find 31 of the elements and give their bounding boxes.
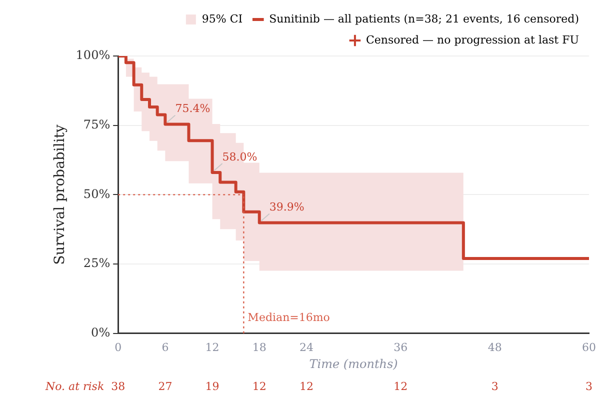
text: No. at risk — [44, 380, 104, 393]
legend-label: Censored — no progression at last FU — [366, 33, 579, 46]
legend-label: 95% CI — [202, 12, 243, 26]
x-axis-title: Time (months) — [309, 356, 398, 371]
y-tick-label: 100% — [76, 48, 110, 62]
x-tick-label: 18 — [252, 340, 266, 354]
y-tick-label: 25% — [83, 256, 110, 270]
x-tick-label: 36 — [394, 340, 408, 354]
y-tick-label: 0% — [91, 326, 110, 340]
text: 12 — [252, 380, 266, 393]
y-tick-label: 50% — [83, 186, 110, 201]
text: 3 — [586, 380, 592, 393]
x-tick-label: 0 — [114, 340, 122, 354]
x-tick-label: 60 — [582, 340, 596, 354]
x-tick-label: 12 — [205, 340, 220, 354]
x-tick-label: 24 — [299, 340, 314, 354]
annotation: 75.4% — [175, 102, 210, 116]
text: 12 — [394, 380, 408, 393]
text: 3 — [491, 380, 498, 393]
x-tick-label: 6 — [162, 340, 169, 354]
text: 19 — [205, 380, 220, 393]
annotation: 39.9% — [269, 200, 304, 214]
text: 27 — [158, 380, 172, 393]
legend-label: Sunitinib — all patients (n=38; 21 events, 16 censored) — [269, 12, 580, 26]
ref-line-label: Median=16mo — [248, 310, 330, 324]
y-tick-label: 75% — [83, 117, 110, 132]
text: 12 — [299, 380, 314, 393]
x-tick-label: 48 — [488, 340, 502, 354]
y-axis-title: Survival probability — [52, 124, 68, 265]
text: 38 — [111, 380, 126, 393]
annotation: 58.0% — [222, 150, 258, 164]
